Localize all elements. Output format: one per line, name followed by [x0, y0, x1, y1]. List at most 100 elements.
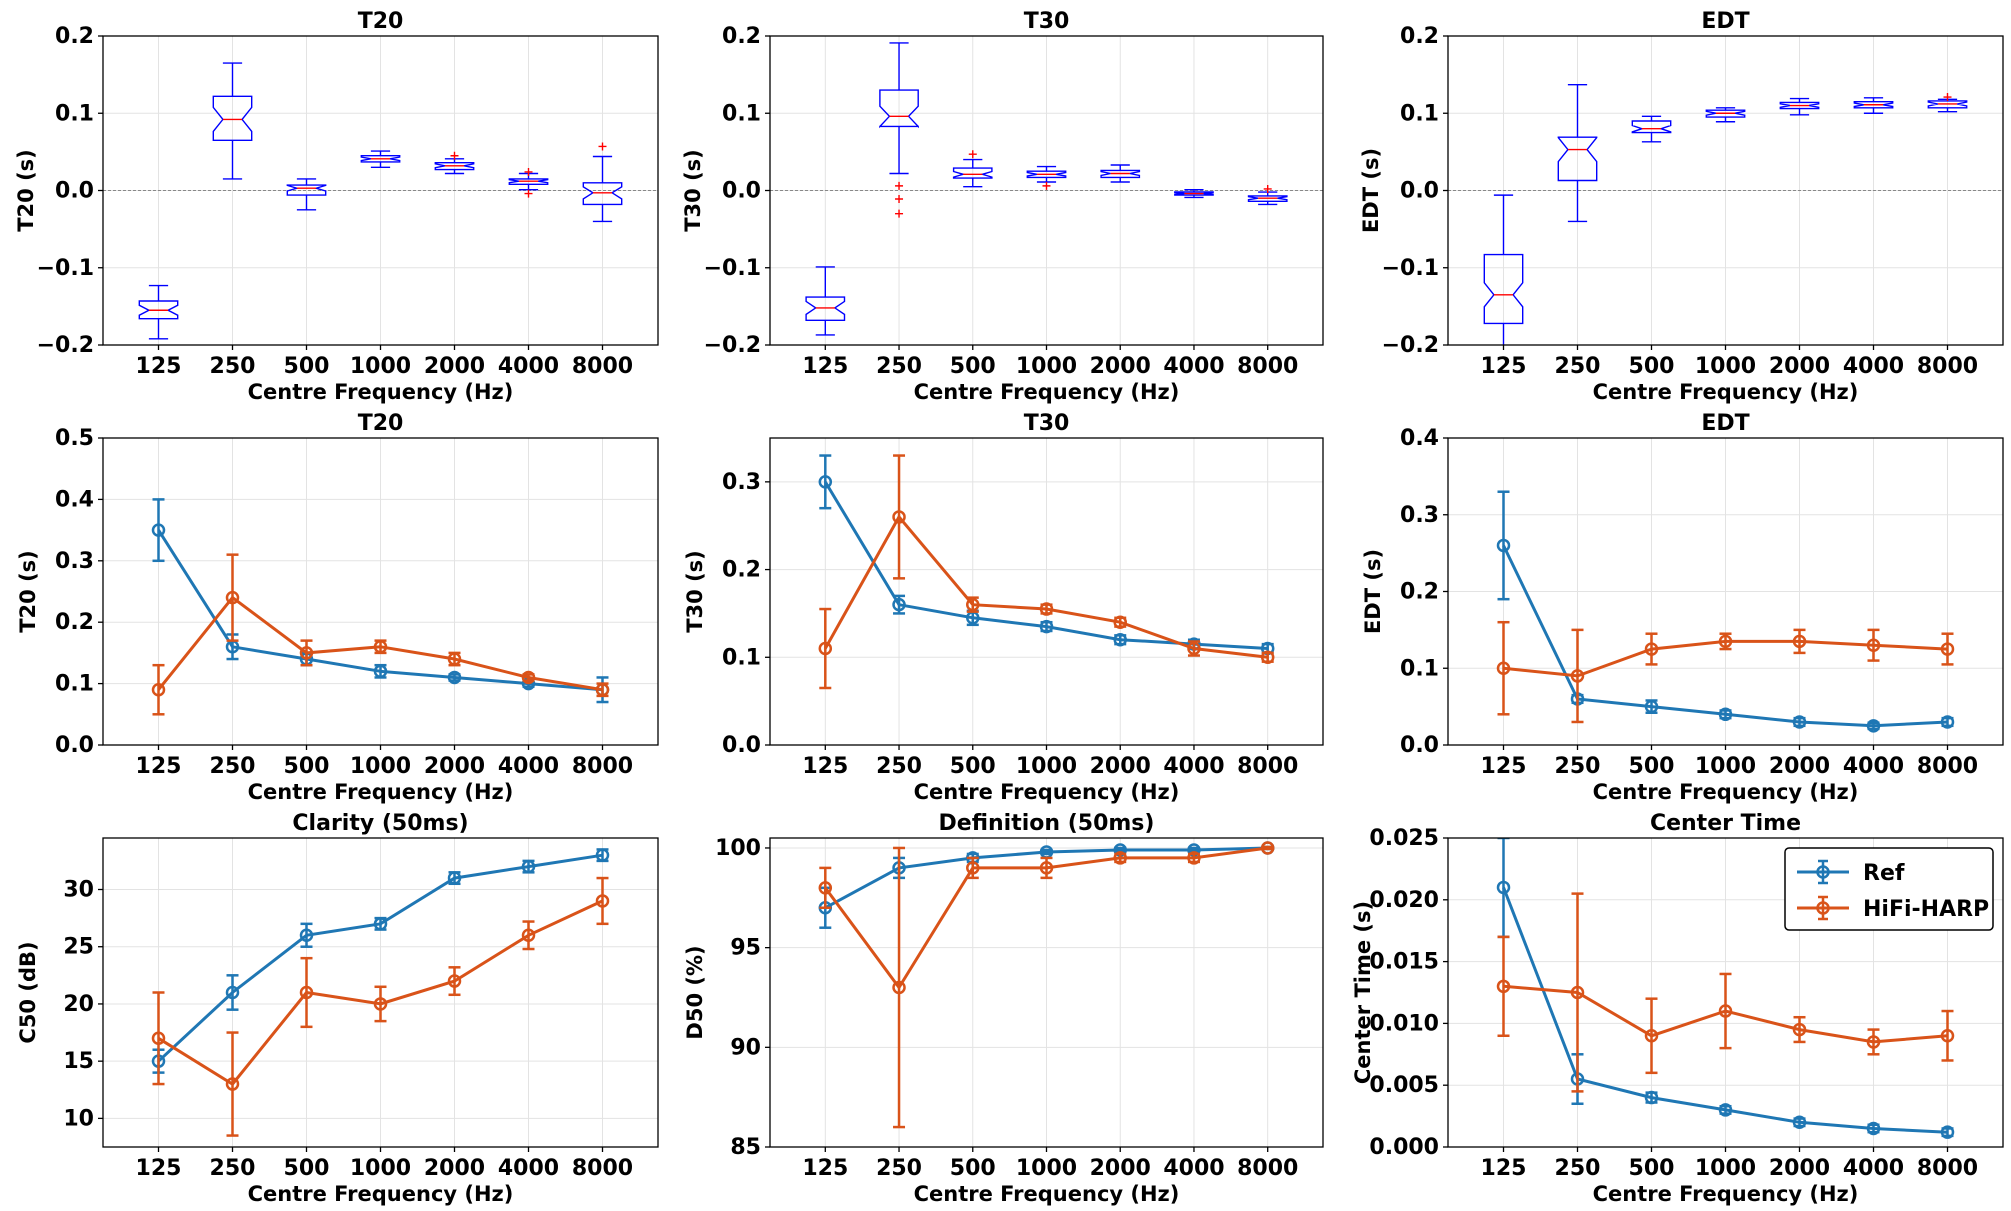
x-axis-label: Centre Frequency (Hz)	[914, 1182, 1180, 1206]
data-point	[299, 928, 314, 943]
y-tick-label: 0.4	[1400, 426, 1439, 451]
data-point	[1718, 1004, 1733, 1018]
box-body	[434, 161, 475, 171]
x-tick-label: 500	[950, 1156, 996, 1181]
chart-title: Definition (50ms)	[939, 811, 1155, 836]
y-tick-label: 85	[730, 1135, 761, 1160]
box-body	[1174, 191, 1214, 196]
y-tick-label: 95	[730, 936, 761, 961]
data-layer	[818, 841, 1275, 1129]
data-point	[1644, 699, 1659, 714]
box-8000	[1247, 184, 1288, 206]
series-hifi-harp	[1496, 620, 1955, 724]
data-point	[1187, 641, 1201, 656]
y-tick-label: 0.0	[722, 733, 761, 758]
y-tick-label: 0.2	[55, 610, 94, 635]
data-point	[1496, 661, 1511, 675]
data-point	[447, 652, 462, 666]
y-tick-label: 0.0	[1400, 733, 1439, 758]
x-tick-label: 250	[210, 1156, 256, 1181]
data-point	[225, 985, 240, 1000]
data-point	[1496, 979, 1511, 994]
box-250	[212, 62, 253, 180]
box-body	[952, 167, 993, 179]
data-point	[447, 974, 462, 988]
x-tick-label: 125	[136, 754, 182, 779]
y-tick-label: 0.3	[1400, 503, 1439, 528]
box-125	[805, 266, 846, 336]
data-point	[1113, 851, 1127, 865]
data-layer	[138, 62, 623, 340]
data-point	[1792, 1022, 1807, 1037]
data-point	[373, 917, 388, 931]
x-tick-label: 125	[136, 1156, 182, 1181]
x-tick-label: 4000	[498, 1156, 559, 1181]
x-tick-label: 250	[1555, 354, 1601, 379]
outlier-point	[895, 209, 904, 218]
panel-1: −0.2 −0.1 0.0 0.1 0.2 125 250 500 1000 2000 4000 80…	[14, 9, 659, 404]
x-tick-label: 125	[802, 354, 848, 379]
x-tick-label: 4000	[498, 354, 559, 379]
data-point	[892, 510, 906, 524]
y-tick-label: 0.1	[55, 672, 94, 697]
data-point	[225, 1077, 240, 1091]
x-tick-label: 1000	[1695, 354, 1756, 379]
data-point	[595, 894, 610, 908]
x-tick-label: 125	[136, 354, 182, 379]
box-body	[1100, 169, 1141, 179]
y-axis-label: Center Time (s)	[1351, 901, 1375, 1084]
x-tick-label: 500	[1629, 754, 1675, 779]
box-body	[138, 300, 179, 320]
data-point	[373, 664, 388, 679]
box-500	[286, 178, 327, 211]
x-tick-label: 8000	[1237, 354, 1298, 379]
y-tick-label: 30	[63, 878, 94, 903]
x-tick-label: 8000	[572, 354, 633, 379]
panel-4: 0.0 0.1 0.2 0.3 0.4 0.5 125 250 500 1000 2000 4000 8…	[16, 411, 659, 804]
data-point	[818, 641, 833, 656]
chart-title: T20	[358, 9, 404, 34]
data-point	[892, 980, 906, 995]
data-point	[1718, 1103, 1733, 1117]
data-point	[892, 597, 906, 612]
chart-title: T20	[358, 411, 404, 436]
x-tick-label: 2000	[424, 354, 485, 379]
data-point	[1039, 602, 1054, 616]
data-point	[1644, 1090, 1659, 1105]
data-point	[1866, 1121, 1881, 1136]
y-axis-label: C50 (dB)	[16, 941, 40, 1043]
y-axis-label: T30 (s)	[683, 550, 707, 633]
box-4000	[1853, 97, 1894, 114]
x-tick-label: 1000	[350, 1156, 411, 1181]
x-tick-label: 500	[284, 754, 330, 779]
data-point	[1260, 841, 1275, 855]
data-point	[521, 859, 536, 874]
chart-title: EDT	[1701, 9, 1749, 34]
box-250	[879, 42, 919, 218]
x-tick-label: 2000	[1769, 754, 1830, 779]
panel-3: −0.2 −0.1 0.0 0.1 0.2 125 250 500 1000 2000 4000 80…	[1359, 9, 2004, 404]
legend-marker	[1816, 901, 1830, 915]
data-point	[1113, 632, 1127, 647]
x-tick-label: 8000	[1237, 754, 1298, 779]
panel-5: 0.0 0.1 0.2 0.3 125 250 500 1000 2000 4000 8000 T30…	[683, 411, 1324, 804]
box-body	[1853, 100, 1894, 109]
panel-2: −0.2 −0.1 0.0 0.1 0.2 125 250 500 1000 2000 4000 80…	[681, 9, 1324, 404]
x-tick-label: 2000	[424, 1156, 485, 1181]
y-tick-label: 0.0	[55, 733, 94, 758]
y-tick-label: 0.5	[55, 426, 94, 451]
x-tick-label: 500	[284, 1156, 330, 1181]
y-tick-label: 0.005	[1369, 1073, 1439, 1098]
box-body	[360, 154, 401, 163]
data-point	[1570, 669, 1585, 683]
box-body	[1779, 101, 1820, 110]
outlier-point	[895, 181, 904, 190]
y-tick-label: 20	[63, 992, 94, 1017]
x-tick-label: 125	[802, 754, 848, 779]
legend-item-hifi-harp: HiFi-HARP	[1797, 895, 1989, 922]
x-axis-label: Centre Frequency (Hz)	[1593, 380, 1859, 404]
x-tick-label: 2000	[1090, 1156, 1151, 1181]
data-point	[1940, 715, 1955, 729]
data-point	[373, 640, 388, 654]
series-hifi-harp	[818, 841, 1275, 1129]
